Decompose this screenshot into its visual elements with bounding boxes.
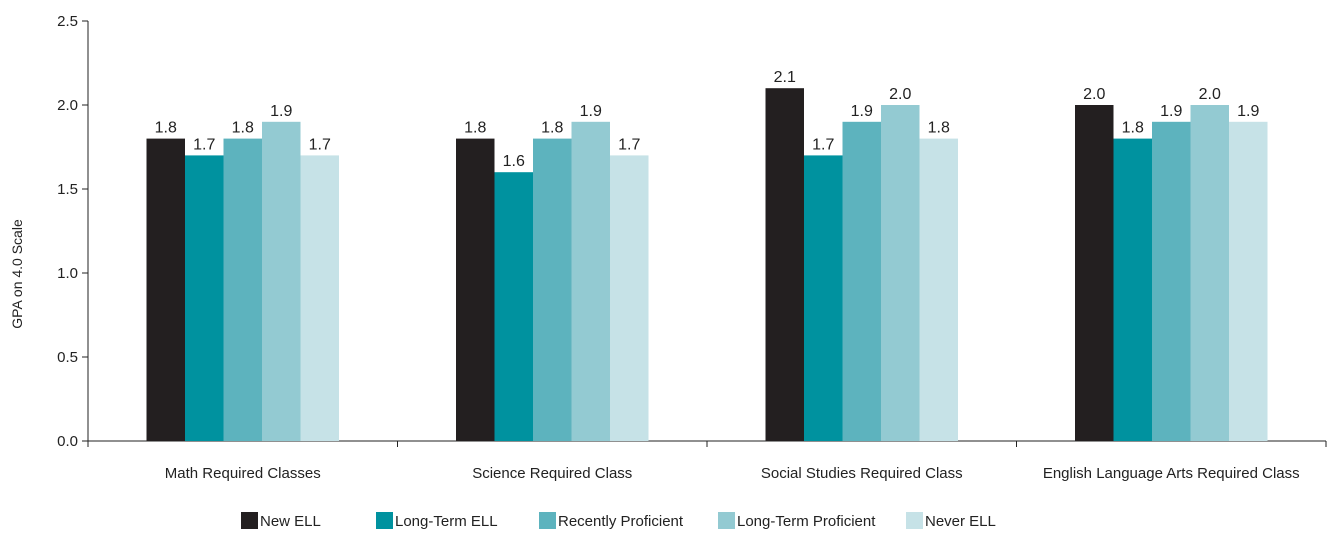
- data-label: 1.9: [580, 103, 602, 120]
- data-label: 1.8: [928, 120, 950, 137]
- data-label: 1.8: [541, 120, 563, 137]
- data-label: 1.7: [193, 136, 215, 153]
- legend-label: Long-Term ELL: [395, 513, 498, 530]
- x-category-label: Science Required Class: [472, 465, 632, 482]
- bar: [1075, 105, 1114, 441]
- y-axis-title: GPA on 4.0 Scale: [9, 219, 25, 329]
- data-label: 1.6: [503, 153, 525, 170]
- data-label: 2.0: [889, 86, 911, 103]
- legend-label: Never ELL: [925, 513, 996, 530]
- data-label: 1.9: [1160, 103, 1182, 120]
- bar: [919, 138, 958, 441]
- bar: [610, 155, 649, 441]
- legend-label: Recently Proficient: [558, 513, 684, 530]
- bar: [804, 155, 843, 441]
- bar: [533, 138, 572, 441]
- data-label: 1.7: [618, 136, 640, 153]
- plot-area: 0.0 0.5 1.0 1.5 2.0 2.5 1.8 1.7 1.8 1.9 1.7 Math Re…: [57, 13, 1327, 482]
- bar: [494, 172, 533, 441]
- legend-label: New ELL: [260, 513, 321, 530]
- x-category-label: English Language Arts Required Class: [1043, 465, 1300, 482]
- bar: [881, 105, 920, 441]
- bar: [300, 155, 339, 441]
- y-tick-label: 0.5: [57, 349, 78, 366]
- y-tick-label: 1.5: [57, 181, 78, 198]
- bar: [571, 121, 610, 442]
- legend-label: Long-Term Proficient: [737, 513, 876, 530]
- x-category-label: Social Studies Required Class: [761, 465, 963, 482]
- bar: [1229, 121, 1268, 442]
- legend: New ELL Long-Term ELL Recently Proficient L…: [241, 512, 996, 530]
- bar: [1190, 105, 1229, 441]
- data-label: 1.8: [155, 120, 177, 137]
- y-axis-title-group: GPA on 4.0 Scale: [9, 219, 25, 329]
- bar: [765, 88, 804, 441]
- y-tick-label: 0.0: [57, 433, 78, 450]
- bar: [185, 155, 224, 441]
- bar: [223, 138, 262, 441]
- bar: [262, 121, 301, 442]
- bar: [842, 121, 881, 442]
- data-label: 1.8: [464, 120, 486, 137]
- y-tick-label: 1.0: [57, 265, 78, 282]
- data-label: 1.8: [232, 120, 254, 137]
- bar: [1152, 121, 1191, 442]
- data-label: 2.0: [1199, 86, 1221, 103]
- bar: [456, 138, 495, 441]
- data-label: 1.9: [270, 103, 292, 120]
- data-label: 1.7: [309, 136, 331, 153]
- legend-swatch: [718, 512, 735, 529]
- bar: [1113, 138, 1152, 441]
- data-label: 1.8: [1122, 120, 1144, 137]
- data-label: 1.7: [812, 136, 834, 153]
- x-category-label: Math Required Classes: [165, 465, 321, 482]
- legend-swatch: [906, 512, 923, 529]
- data-label: 1.9: [1237, 103, 1259, 120]
- legend-swatch: [539, 512, 556, 529]
- data-label: 2.1: [774, 69, 796, 86]
- bar: [146, 138, 185, 441]
- y-tick-label: 2.0: [57, 97, 78, 114]
- legend-swatch: [241, 512, 258, 529]
- data-label: 1.9: [851, 103, 873, 120]
- y-tick-label: 2.5: [57, 13, 78, 30]
- legend-swatch: [376, 512, 393, 529]
- data-label: 2.0: [1083, 86, 1105, 103]
